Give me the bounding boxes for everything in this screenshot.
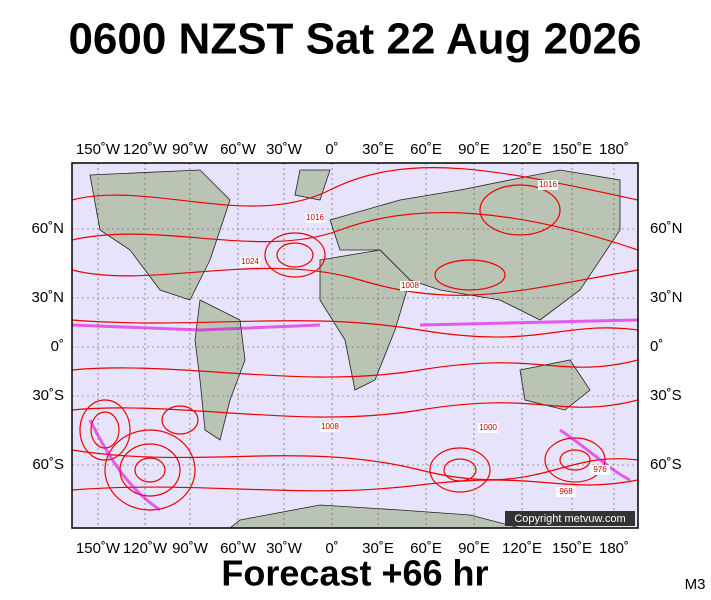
isobar-label-bg <box>320 422 340 432</box>
isobar-label: 1024 <box>241 257 259 266</box>
lon-label-top: 150˚E <box>552 141 592 158</box>
isobar-label-bg <box>556 487 576 497</box>
lon-label-bottom: 60˚W <box>220 540 257 557</box>
forecast-label: Forecast +66 hr <box>221 553 488 594</box>
lat-label-left: 0˚ <box>51 338 64 355</box>
lon-label-bottom: 120˚E <box>502 540 542 557</box>
lon-label-bottom: 90˚E <box>458 540 490 557</box>
lon-label-top: 30˚W <box>266 141 303 158</box>
lon-label-top: 120˚W <box>123 141 168 158</box>
copyright: Copyright metvuw.com <box>514 513 625 525</box>
lon-label-bottom: 180˚ <box>599 540 629 557</box>
lon-label-top: 150˚W <box>76 141 121 158</box>
isobar-label: 1000 <box>479 423 497 432</box>
lon-label-top: 60˚E <box>410 141 442 158</box>
isobar-label: 1016 <box>539 180 557 189</box>
lon-label-top: 180˚ <box>599 141 629 158</box>
lon-label-top: 30˚E <box>362 141 394 158</box>
lat-label-left: 60˚N <box>31 220 64 237</box>
lat-label-right: 60˚S <box>650 456 682 473</box>
lon-label-bottom: 90˚W <box>172 540 209 557</box>
isobar-label: 968 <box>559 487 573 496</box>
isobar-label-bg <box>400 281 420 291</box>
map-area: 1016 1024 1008 1000 976 1016 1008 968 <box>72 163 638 528</box>
lon-label-bottom: 30˚W <box>266 540 303 557</box>
isobar-label-bg <box>305 213 325 223</box>
lon-label-top: 60˚W <box>220 141 257 158</box>
lat-label-left: 30˚S <box>32 387 64 404</box>
precipitation <box>72 318 638 512</box>
isobar-label-bg <box>590 465 610 475</box>
model-label: M3 <box>685 576 706 593</box>
graticule <box>72 163 638 528</box>
lon-label-bottom: 120˚W <box>123 540 168 557</box>
isobar-label: 1008 <box>401 281 419 290</box>
title: 0600 NZST Sat 22 Aug 2026 <box>68 15 641 64</box>
isobar-label-bg <box>538 180 558 190</box>
lat-label-right: 30˚N <box>650 289 683 306</box>
isobar-label: 1016 <box>306 213 324 222</box>
lon-label-bottom: 150˚E <box>552 540 592 557</box>
isobar-label: 1008 <box>321 422 339 431</box>
lat-label-right: 60˚N <box>650 220 683 237</box>
lon-label-top: 90˚W <box>172 141 209 158</box>
isobar-labels: 1016 1024 1008 1000 976 1016 1008 968 <box>240 180 610 497</box>
lon-label-bottom: 30˚E <box>362 540 394 557</box>
lat-label-right: 30˚S <box>650 387 682 404</box>
lon-label-bottom: 60˚E <box>410 540 442 557</box>
isobar-label: 976 <box>593 465 607 474</box>
isobar-label-bg <box>240 257 260 267</box>
isobar-label-bg <box>478 423 498 433</box>
lon-label-top: 0˚ <box>325 141 338 158</box>
lon-label-bottom: 150˚W <box>76 540 121 557</box>
lon-label-bottom: 0˚ <box>325 540 338 557</box>
map-frame <box>71 162 639 529</box>
lat-label-right: 0˚ <box>650 338 663 355</box>
lon-label-top: 90˚E <box>458 141 490 158</box>
lat-label-left: 60˚S <box>32 456 64 473</box>
lon-label-top: 120˚E <box>502 141 542 158</box>
copyright-box <box>505 511 635 526</box>
lat-label-left: 30˚N <box>31 289 64 306</box>
